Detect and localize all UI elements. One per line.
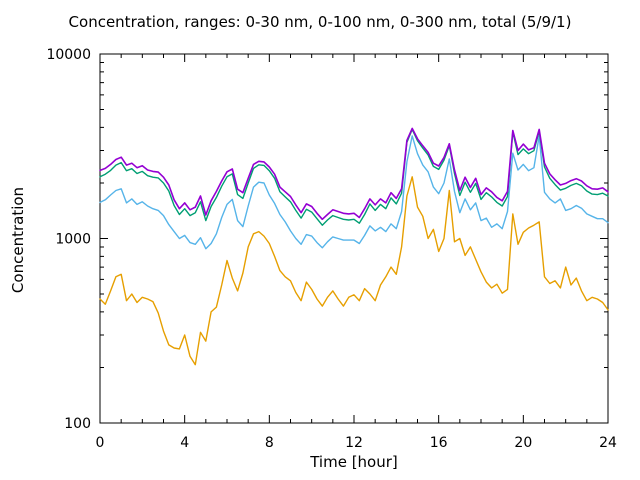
series-line-0-100-nm (99, 135, 609, 250)
x-tick-label: 8 (265, 435, 274, 451)
series-line-0-300-nm (99, 128, 609, 226)
y-tick-label: 10000 (46, 47, 91, 63)
x-axis-label: Time [hour] (310, 453, 398, 471)
plot-frame (99, 53, 609, 424)
x-tick-label: 16 (430, 435, 448, 451)
axis-minor-ticks (100, 54, 608, 423)
series-line-0-30-nm (99, 176, 609, 366)
y-tick-label: 1000 (55, 232, 91, 248)
x-tick-label: 24 (599, 435, 617, 451)
axis-major-ticks (99, 53, 609, 424)
chart-title: Concentration, ranges: 0-30 nm, 0-100 nm… (68, 13, 572, 31)
series-line-total (99, 127, 609, 221)
x-tick-label: 12 (345, 435, 363, 451)
x-tick-label: 0 (96, 435, 105, 451)
x-tick-label: 4 (180, 435, 189, 451)
y-tick-label: 100 (64, 416, 91, 432)
x-tick-label: 20 (514, 435, 532, 451)
